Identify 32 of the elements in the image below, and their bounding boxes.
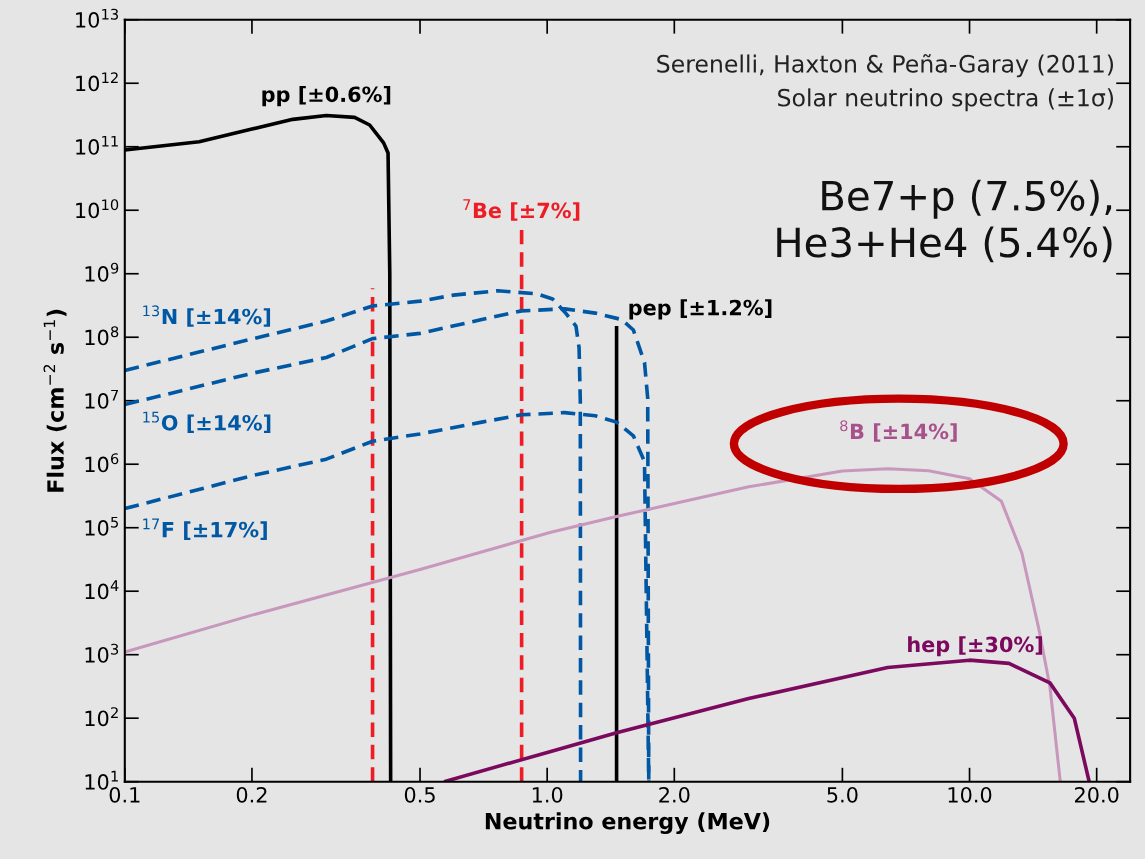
x-tick-label: 0.2 <box>236 786 267 803</box>
y-tick-label: 10$^{9}$ <box>85 262 119 282</box>
y-axis-title: Flux (cm$^{−2}$ s$^{−1}$) <box>43 309 67 492</box>
x-tick-label: 2.0 <box>659 786 690 803</box>
series-label: hep [±30%] <box>908 636 1043 657</box>
y-tick-label: 10$^{2}$ <box>85 707 118 727</box>
y-tick-label: 10$^{3}$ <box>85 643 119 663</box>
annotation: Solar neutrino spectra (±1σ) <box>778 88 1114 112</box>
y-tick-label: 10$^{4}$ <box>85 580 119 600</box>
y-tick-label: 10$^{5}$ <box>85 516 118 536</box>
y-tick-label: 10$^{11}$ <box>76 135 118 155</box>
x-tick-label: 10.0 <box>948 786 992 803</box>
y-tick-label: 10$^{6}$ <box>85 453 119 473</box>
annotation: Be7+p (7.5%), He3+He4 (5.4%) <box>777 179 1112 263</box>
y-tick-label: 10$^{7}$ <box>85 389 119 409</box>
x-tick-label: 1.0 <box>532 786 563 803</box>
x-tick-label: 5.0 <box>827 786 858 803</box>
series-label: $^{8}$B [±14%] <box>840 420 957 442</box>
y-tick-label: 10$^{13}$ <box>76 8 118 28</box>
series-label: pp [±0.6%] <box>262 86 391 107</box>
x-axis-title: Neutrino energy (MeV) <box>485 812 770 834</box>
y-tick-label: 10$^{8}$ <box>85 326 119 346</box>
series-label: pep [±1.2%] <box>629 299 772 320</box>
series-label: $^{15}$O [±14%] <box>143 411 271 434</box>
series-label: $^{7}$Be [±7%] <box>463 199 580 221</box>
y-tick-label: 10$^{12}$ <box>76 72 118 92</box>
series-label: $^{13}$N [±14%] <box>143 305 271 327</box>
x-tick-label: 0.5 <box>404 786 435 803</box>
x-tick-label: 20.0 <box>1075 786 1119 803</box>
series-label: $^{17}$F [±17%] <box>143 518 267 540</box>
annotation: Serenelli, Haxton & Peña-Garay (2011) <box>657 54 1113 78</box>
y-tick-label: 10$^{10}$ <box>76 199 119 219</box>
